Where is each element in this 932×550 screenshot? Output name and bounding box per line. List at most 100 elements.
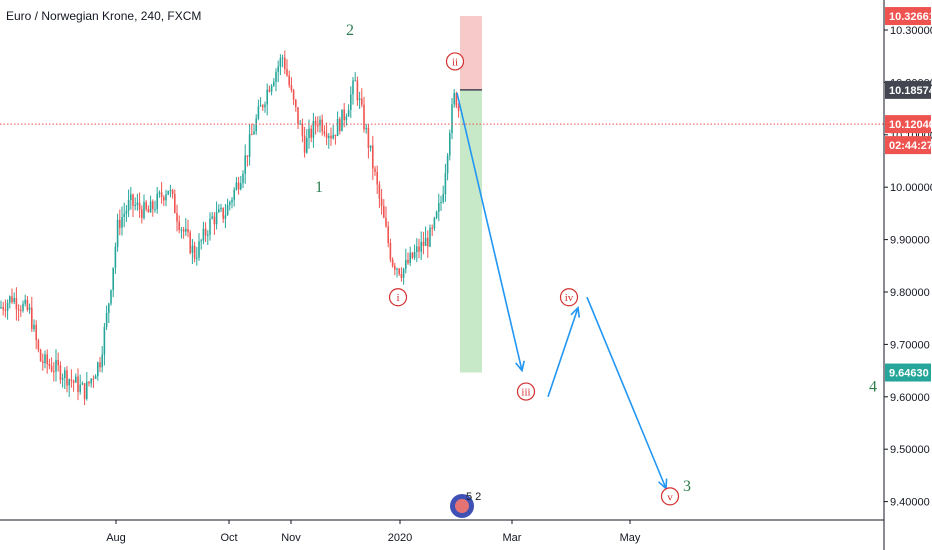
candle-body <box>50 365 53 372</box>
candle-body <box>341 109 343 132</box>
candle-body <box>112 267 114 291</box>
candle-body <box>165 194 167 201</box>
candle-body <box>169 190 172 192</box>
time-tick-label: Aug <box>106 532 126 544</box>
candle-body <box>310 128 312 138</box>
candle-body <box>11 296 13 303</box>
price-tag-value: 10.32661 <box>889 11 932 23</box>
candle-body <box>103 326 106 355</box>
candle-body <box>178 221 180 231</box>
candle-body <box>229 202 231 205</box>
candle-body <box>220 207 222 210</box>
candle-body <box>86 381 88 399</box>
chart-title: Euro / Norwegian Krone, 240, FXCM <box>6 9 202 23</box>
candle-body <box>237 182 240 190</box>
candle-body <box>138 202 141 210</box>
candle-body <box>196 257 198 259</box>
candle-body <box>174 193 176 214</box>
candle-body <box>244 155 246 174</box>
candle-body <box>301 123 304 136</box>
candle-body <box>435 211 438 218</box>
time-tick-label: Nov <box>281 532 301 544</box>
candle-body <box>105 312 108 327</box>
candle-body <box>119 219 121 228</box>
candle-body <box>297 107 299 124</box>
candle-body <box>262 105 264 108</box>
countdown-label: 02:44:27 <box>889 140 932 152</box>
candle-body <box>275 71 277 82</box>
wave-label-3: 3 <box>683 478 691 495</box>
candle-body <box>240 183 242 190</box>
candle-body <box>440 201 442 204</box>
candle-body <box>149 201 152 213</box>
candle-body <box>141 209 143 219</box>
price-tag-value: 10.18574 <box>889 85 932 97</box>
candle-body <box>369 145 372 148</box>
candle-body <box>449 133 451 156</box>
projection-arrows[interactable] <box>456 92 668 491</box>
candle-body <box>75 376 77 383</box>
candle-body <box>17 309 20 311</box>
candle-body <box>264 104 266 108</box>
price-tick-label: 9.70000 <box>890 339 930 351</box>
candle-body <box>350 94 352 110</box>
candle-body <box>358 98 361 101</box>
stop-loss-zone <box>460 16 482 90</box>
candle-body <box>308 128 310 138</box>
candle-body <box>46 354 48 364</box>
event-marker[interactable]: 5 2 <box>450 491 481 518</box>
candle-body <box>68 379 70 386</box>
candle-body <box>211 216 213 219</box>
candle-body <box>121 216 123 228</box>
candle-body <box>365 127 367 130</box>
candle-body <box>189 232 191 253</box>
candle-body <box>363 104 365 130</box>
candle-body <box>345 116 348 121</box>
take-profit-zone <box>460 89 482 373</box>
candle-body <box>332 134 334 139</box>
candle-body <box>270 85 273 92</box>
candle-body <box>396 268 398 270</box>
candle-body <box>319 119 321 126</box>
candle-body <box>55 359 57 372</box>
candle-body <box>231 199 233 203</box>
candle-body <box>248 134 251 157</box>
candle-body <box>339 119 341 132</box>
candle-body <box>273 81 275 86</box>
short-position-tool[interactable] <box>460 16 482 373</box>
candle-body <box>303 135 306 153</box>
candle-body <box>328 135 330 138</box>
candle-body <box>204 228 207 236</box>
candle-body <box>376 171 378 185</box>
candle-body <box>418 246 420 252</box>
wave-circle-i <box>388 288 408 307</box>
candle-body <box>114 246 117 268</box>
candle-body <box>442 194 444 202</box>
candle-body <box>64 370 66 379</box>
candle-body <box>431 227 433 229</box>
candle-body <box>193 245 196 259</box>
candle-body <box>224 215 227 219</box>
candle-body <box>185 228 187 232</box>
candle-body <box>314 120 317 126</box>
candle-body <box>235 182 238 190</box>
wave-label-1: 1 <box>315 179 323 196</box>
candle-body <box>222 207 224 219</box>
candle-body <box>380 198 383 207</box>
candle-body <box>292 90 295 100</box>
candle-body <box>83 383 86 399</box>
candle-body <box>171 190 174 194</box>
candle-body <box>312 120 315 138</box>
candle-body <box>97 362 99 377</box>
candle-body <box>22 303 24 311</box>
candle-body <box>457 106 460 111</box>
candle-body <box>334 134 337 137</box>
event-marker-label: 5 2 <box>466 491 481 503</box>
wave-circle-iii <box>516 382 536 401</box>
candle-body <box>336 119 339 137</box>
candle-body <box>387 226 389 243</box>
candle-body <box>101 354 103 368</box>
candle-body <box>182 229 185 232</box>
